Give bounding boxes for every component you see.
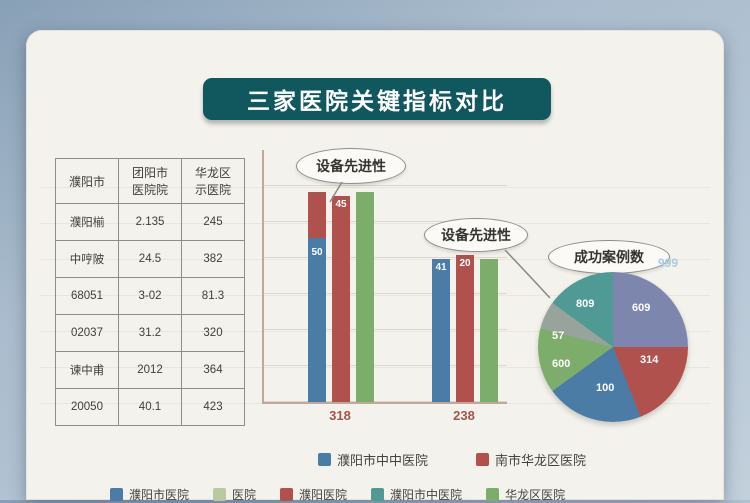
pie-slice-label: 100	[596, 382, 615, 394]
table-cell: 2012	[118, 351, 182, 389]
legend-swatch-blue	[318, 453, 331, 466]
table-cell: 濮阳椾	[55, 203, 119, 241]
table-cell: 2.135	[118, 203, 182, 241]
legend-item: 濮阳市医院	[110, 486, 189, 503]
bar-cap	[308, 192, 326, 239]
table-row: 谏中甫 2012 364	[55, 351, 245, 389]
callout-success-cases: 成功案例数	[548, 240, 670, 274]
pie-chart-wrap: 809 609 314 100 600 57 999	[538, 256, 688, 422]
legend-label: 濮阳医院	[299, 488, 348, 502]
table-row: 68051 3-02 81.3	[55, 277, 245, 315]
bar-blue-group2: 41	[432, 259, 450, 402]
table-cell: 02037	[55, 314, 119, 352]
legend-label: 华龙区医院	[505, 488, 566, 502]
table-cell: 24.5	[118, 240, 182, 278]
table-cell: 31.2	[118, 314, 182, 352]
table-row: 濮阳椾 2.135 245	[55, 203, 245, 241]
pie-slice-label: 809	[576, 298, 595, 310]
hospital-data-table: 濮阳市 团阳市 医院院 华龙区 示医院 濮阳椾 2.135 245 中哼陂 24…	[55, 158, 245, 426]
bar-green-group2	[480, 259, 498, 402]
pie-outside-label: 999	[658, 256, 679, 270]
bar-value-label: 41	[435, 262, 447, 274]
legend-label: 濮阳市中中医院	[337, 453, 429, 468]
legend-swatch-lightgreen	[213, 488, 227, 501]
x-axis-label-group2: 238	[453, 408, 475, 423]
legend-label: 医院	[232, 488, 257, 502]
table-header-cell: 濮阳市	[55, 158, 119, 204]
legend-item: 华龙区医院	[486, 486, 565, 503]
legend-primary: 濮阳市中中医院 南市华龙区医院	[318, 450, 586, 469]
page-title: 三家医院关键指标对比	[203, 78, 551, 120]
table-cell: 423	[181, 388, 245, 426]
table-header-cell: 华龙区 示医院	[181, 158, 245, 204]
table-cell: 81.3	[181, 277, 245, 315]
table-cell: 中哼陂	[55, 240, 119, 278]
table-cell: 245	[181, 203, 245, 241]
legend-item: 濮阳市中医院	[371, 486, 462, 503]
table-cell: 382	[181, 240, 245, 278]
legend-label: 南市华龙区医院	[495, 453, 587, 468]
table-header-row: 濮阳市 团阳市 医院院 华龙区 示医院	[55, 158, 245, 204]
legend-swatch-teal	[371, 488, 385, 501]
table-cell: 68051	[55, 277, 119, 315]
table-header-cell: 团阳市 医院院	[118, 158, 182, 204]
legend-item: 南市华龙区医院	[476, 450, 586, 469]
pie-chart	[538, 272, 688, 422]
table-cell: 20050	[55, 388, 119, 426]
legend-swatch-red	[476, 453, 490, 466]
pie-slice-label: 57	[552, 330, 565, 342]
legend-swatch-green	[486, 488, 500, 501]
infographic-card: 三家医院关键指标对比 濮阳市 团阳市 医院院 华龙区 示医院 濮阳椾 2.135…	[26, 30, 724, 503]
table-row: 20050 40.1 423	[55, 388, 245, 426]
bar-value-label: 50	[311, 246, 323, 258]
table-row: 02037 31.2 320	[55, 314, 245, 352]
pie-slice-label: 609	[632, 302, 651, 314]
legend-bottom: 濮阳市医院 医院 濮阳医院 濮阳市中医院 华龙区医院	[110, 486, 565, 503]
table-cell: 364	[181, 351, 245, 389]
pie-slice-label: 314	[640, 354, 659, 366]
bar-green-group1	[356, 192, 374, 402]
bar-blue-group1: 50	[308, 192, 326, 402]
bar-value-label: 20	[459, 258, 471, 269]
callout-equipment-2: 设备先进性	[424, 218, 528, 252]
table-cell: 40.1	[118, 388, 182, 426]
bar-chart: 50 45 41 20 318 238	[262, 150, 507, 423]
x-axis-label-group1: 318	[329, 408, 351, 423]
legend-item: 濮阳医院	[280, 486, 347, 503]
legend-label: 濮阳市中医院	[390, 488, 463, 502]
legend-item: 濮阳市中中医院	[318, 450, 428, 469]
legend-item: 医院	[213, 486, 256, 503]
table-cell: 谏中甫	[55, 351, 119, 389]
callout-equipment-1: 设备先进性	[296, 148, 406, 184]
legend-swatch-blue	[110, 488, 123, 501]
legend-swatch-red	[280, 488, 294, 501]
bar-red-group1: 45	[332, 196, 350, 402]
bar-value-label: 45	[335, 199, 347, 211]
table-cell: 320	[181, 314, 245, 352]
table-cell: 3-02	[118, 277, 182, 315]
legend-label: 濮阳市医院	[129, 488, 190, 502]
table-row: 中哼陂 24.5 382	[55, 240, 245, 278]
pie-slice-label: 600	[552, 358, 571, 370]
bar-red-group2: 20	[456, 255, 474, 402]
